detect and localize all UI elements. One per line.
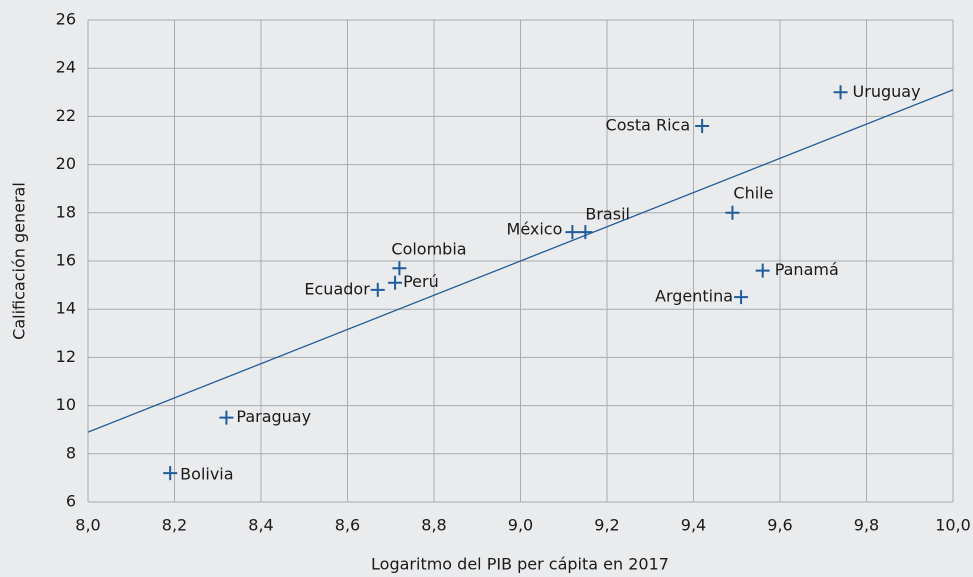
point-label: Bolivia [180, 465, 233, 484]
y-tick-label: 14 [56, 299, 76, 318]
marker [370, 282, 385, 297]
x-tick-label: 9,6 [767, 516, 792, 535]
point-label: Costa Rica [606, 116, 691, 135]
y-tick-label: 10 [56, 395, 76, 414]
marker [725, 205, 740, 220]
trend-line [87, 89, 954, 433]
point-label: Paraguay [236, 407, 311, 426]
x-tick-label: 8,0 [75, 516, 100, 535]
x-tick-label: 9,4 [681, 516, 706, 535]
y-tick-label: 6 [66, 492, 76, 511]
x-tick-label: 9,8 [854, 516, 879, 535]
marker [163, 466, 178, 481]
y-axis-label: Calificación general [10, 182, 29, 340]
point-label: Chile [733, 183, 773, 202]
x-tick-label: 9,0 [508, 516, 533, 535]
marker [219, 410, 234, 425]
x-axis-label: Logaritmo del PIB per cápita en 2017 [371, 555, 669, 574]
y-tick-label: 26 [56, 10, 76, 29]
y-tick-label: 12 [56, 347, 76, 366]
x-tick-label: 8,6 [335, 516, 360, 535]
point-label: México [507, 220, 563, 239]
point-label: Uruguay [853, 82, 921, 101]
marker [695, 119, 710, 134]
marker [833, 85, 848, 100]
x-tick-label: 8,4 [248, 516, 273, 535]
x-tick-label: 8,2 [162, 516, 187, 535]
x-tick-label: 10,0 [935, 516, 971, 535]
marker [392, 261, 407, 276]
marker [388, 275, 403, 290]
y-tick-label: 18 [56, 202, 76, 221]
point-label: Colombia [391, 240, 466, 259]
y-tick-label: 8 [66, 443, 76, 462]
x-tick-label: 8,8 [421, 516, 446, 535]
y-tick-label: 24 [56, 58, 76, 77]
point-label: Brasil [585, 205, 630, 224]
y-tick-label: 20 [56, 154, 76, 173]
marker [565, 225, 580, 240]
y-tick-label: 16 [56, 251, 76, 270]
marker [734, 290, 749, 305]
marker [755, 263, 770, 278]
point-label: Panamá [775, 260, 839, 279]
marker [578, 225, 593, 240]
x-tick-label: 9,2 [594, 516, 619, 535]
point-label: Argentina [655, 287, 733, 306]
point-label: Perú [403, 272, 439, 291]
y-tick-label: 22 [56, 106, 76, 125]
point-label: Ecuador [304, 279, 370, 298]
